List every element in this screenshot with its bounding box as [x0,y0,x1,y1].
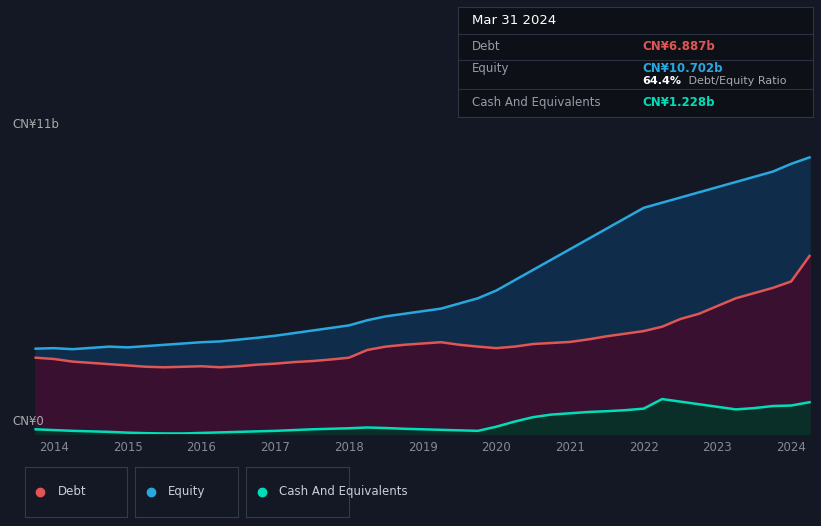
Text: CN¥1.228b: CN¥1.228b [643,96,715,109]
Text: CN¥10.702b: CN¥10.702b [643,62,723,75]
Text: CN¥0: CN¥0 [13,415,44,428]
Text: Cash And Equivalents: Cash And Equivalents [472,96,601,109]
Text: CN¥6.887b: CN¥6.887b [643,41,715,53]
Text: CN¥11b: CN¥11b [13,118,60,131]
Text: Equity: Equity [168,485,206,498]
Text: 64.4%: 64.4% [643,76,681,86]
Text: Debt: Debt [57,485,86,498]
Text: Mar 31 2024: Mar 31 2024 [472,14,557,27]
Text: Cash And Equivalents: Cash And Equivalents [279,485,408,498]
Text: Equity: Equity [472,62,510,75]
Text: Debt: Debt [472,41,501,53]
Text: Debt/Equity Ratio: Debt/Equity Ratio [685,76,787,86]
